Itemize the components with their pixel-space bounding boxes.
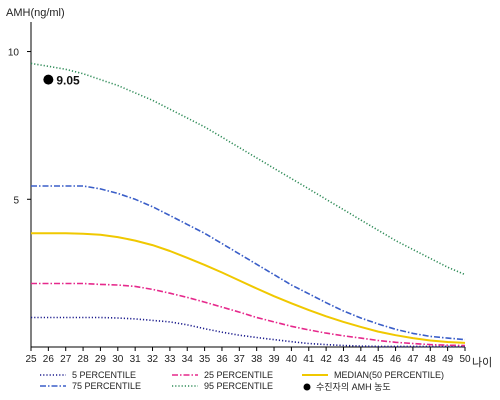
x-tick-label: 47 <box>407 354 419 365</box>
x-tick-label: 31 <box>130 354 142 365</box>
annotations: 9.05 <box>43 74 80 88</box>
x-tick-label: 26 <box>43 354 55 365</box>
x-tick-label: 33 <box>164 354 176 365</box>
x-tick-label: 50 <box>459 354 471 365</box>
x-tick-label: 43 <box>338 354 350 365</box>
series-line <box>31 282 466 347</box>
x-tick-label: 25 <box>25 354 37 365</box>
x-tick-label: 29 <box>95 354 107 365</box>
x-tick-label: 27 <box>60 354 72 365</box>
y-tick-label: 10 <box>8 48 20 59</box>
x-tick-label: 36 <box>216 354 228 365</box>
x-tick-label: 41 <box>303 354 315 365</box>
x-tick-label: 35 <box>199 354 211 365</box>
x-tick-label: 37 <box>234 354 246 365</box>
series-line <box>31 316 465 348</box>
legend-point-marker <box>303 383 311 391</box>
x-tick-label: 48 <box>425 354 437 365</box>
axes: 25 26 27 28 29 30 31 32 33 34 35 36 37 38 39 40 41 42 43 44… <box>8 22 471 365</box>
x-axis-title: 나이 <box>472 356 492 369</box>
y-tick-label: 5 <box>13 195 19 206</box>
legend-label: 95 PERCENTILE <box>204 381 273 391</box>
series-line <box>30 62 466 276</box>
series-line <box>31 232 466 344</box>
x-tick-label: 44 <box>355 354 367 365</box>
x-tick-label: 28 <box>78 354 90 365</box>
x-tick-label: 39 <box>268 354 280 365</box>
legend-label: MEDIAN(50 PERCENTILE) <box>334 370 444 380</box>
patient-amh-value: 9.05 <box>56 74 80 88</box>
x-tick-label: 40 <box>286 354 298 365</box>
x-tick-label: 30 <box>112 354 124 365</box>
x-tick-label: 49 <box>442 354 454 365</box>
series-lines <box>30 62 466 348</box>
x-tick-label: 46 <box>390 354 402 365</box>
x-tick-label: 38 <box>251 354 263 365</box>
x-tick-label: 42 <box>321 354 333 365</box>
patient-amh-point <box>43 74 54 85</box>
x-tick-label: 34 <box>182 354 194 365</box>
x-tick-label: 32 <box>147 354 159 365</box>
series-line <box>31 185 466 341</box>
legend-label: 75 PERCENTILE <box>72 381 141 391</box>
legend-label: 25 PERCENTILE <box>204 370 273 380</box>
y-axis-title: AMH(ng/ml) <box>6 7 65 19</box>
legend-label: 5 PERCENTILE <box>72 370 136 380</box>
x-tick-label: 45 <box>373 354 385 365</box>
legend-label: 수진자의 AMH 농도 <box>316 382 391 392</box>
